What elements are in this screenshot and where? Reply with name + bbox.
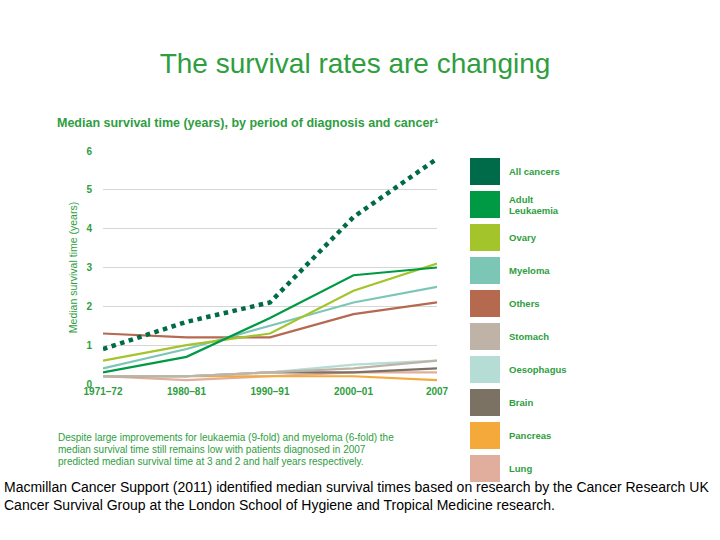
html-text:Despite large improvements for: Despite large improvements for leukaemia… — [58, 432, 394, 467]
html-text:Macmillan Cancer Support (2011: Macmillan Cancer Support (2011) identifi… — [4, 479, 709, 513]
svg-text:Median survival time (years): Median survival time (years) — [67, 202, 79, 333]
svg-text:0: 0 — [86, 379, 92, 390]
svg-text:4: 4 — [86, 223, 92, 234]
html-text:Others: Others — [509, 298, 540, 309]
html-text:Oesophagus: Oesophagus — [509, 364, 567, 375]
svg-text:6: 6 — [86, 146, 92, 157]
html-text:Ovary: Ovary — [509, 232, 536, 243]
svg-text:1971–72: 1971–72 — [84, 386, 123, 397]
svg-text:2: 2 — [86, 301, 92, 312]
svg-text:1980–81: 1980–81 — [167, 386, 206, 397]
html-text:The survival rates are changin: The survival rates are changing — [159, 48, 551, 79]
html-text:Median survival time (years),: Median survival time (years), by period … — [57, 116, 439, 130]
svg-text:1: 1 — [86, 340, 92, 351]
svg-text:2000–01: 2000–01 — [334, 386, 373, 397]
svg-text:2007: 2007 — [426, 386, 449, 397]
html-text:Myeloma: Myeloma — [509, 265, 550, 276]
svg-text:3: 3 — [86, 262, 92, 273]
html-text:Stomach: Stomach — [509, 331, 550, 342]
html-text:Adult Leukaemia: Adult Leukaemia — [509, 193, 559, 216]
svg-text:5: 5 — [86, 184, 92, 195]
svg-text:1990–91: 1990–91 — [251, 386, 290, 397]
html-text:Pancreas: Pancreas — [509, 430, 552, 441]
html-text:Brain: Brain — [509, 397, 534, 408]
html-text:All cancers: All cancers — [509, 166, 560, 177]
html-text:Lung: Lung — [509, 463, 533, 474]
